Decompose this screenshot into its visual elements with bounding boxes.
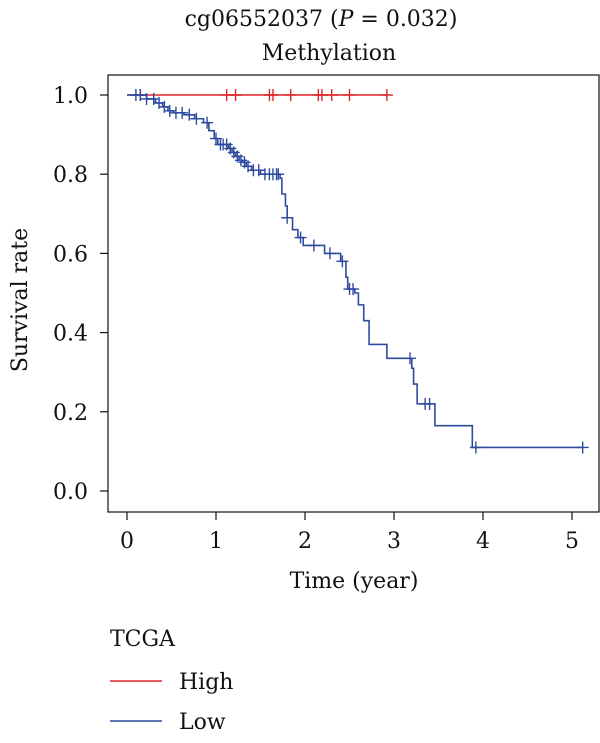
censor-mark-high [343, 89, 356, 101]
x-tick-label: 5 [565, 529, 579, 554]
censor-mark-high [325, 89, 338, 101]
x-tick-label: 1 [209, 529, 223, 554]
censor-mark-low [404, 352, 417, 365]
legend-title: TCGA [110, 627, 176, 652]
legend-label-low: Low [179, 710, 226, 735]
survival-curve-low [127, 94, 583, 449]
x-tick-label: 0 [120, 529, 134, 554]
censor-mark-low [336, 255, 349, 268]
censor-mark-low [469, 441, 482, 454]
censor-mark-high [380, 89, 393, 101]
censor-mark-low [272, 168, 285, 181]
axes: 0 1 2 3 4 5 0.0 0.2 0.4 0.6 0.8 1.0 [53, 84, 579, 554]
y-axis-label: Survival rate [8, 228, 33, 372]
censor-mark-low [576, 441, 589, 454]
censor-mark-low [252, 164, 265, 177]
censor-mark-high [229, 89, 242, 101]
chart-subtitle: Methylation [262, 41, 396, 66]
y-tick-label: 0.8 [53, 163, 88, 188]
series-layer [127, 89, 589, 454]
chart-title-p-label: P [338, 7, 355, 32]
censor-mark-low [183, 108, 196, 121]
legend-label-high: High [179, 670, 233, 695]
x-tick-label: 2 [298, 529, 312, 554]
y-tick-label: 0.2 [53, 401, 88, 426]
censor-mark-high [284, 89, 297, 101]
censor-mark-low [423, 397, 436, 410]
legend: TCGA High Low [110, 627, 233, 735]
censor-mark-low [294, 231, 307, 244]
plot-frame [107, 74, 600, 513]
censor-mark-low [307, 239, 320, 252]
y-tick-label: 1.0 [53, 84, 88, 109]
censor-mark-low [201, 116, 214, 129]
y-tick-label: 0.6 [53, 242, 88, 267]
censor-mark-high [266, 89, 279, 101]
y-tick-label: 0.0 [53, 480, 88, 505]
censor-mark-low [281, 211, 294, 224]
x-tick-label: 4 [476, 529, 490, 554]
censor-mark-low [163, 104, 176, 117]
chart-title-id: cg06552037 [185, 7, 323, 32]
censor-mark-low [176, 106, 189, 119]
censor-mark-low [190, 112, 203, 125]
x-axis-label: Time (year) [290, 569, 419, 594]
chart-title-p-value: = 0.032 [360, 7, 448, 32]
censor-mark-low [347, 283, 360, 296]
censor-mark-low [323, 247, 336, 260]
y-tick-label: 0.4 [53, 322, 88, 347]
chart-title: cg06552037 (P = 0.032) [185, 7, 458, 32]
x-tick-label: 3 [387, 529, 401, 554]
censor-mark-low [134, 89, 147, 101]
